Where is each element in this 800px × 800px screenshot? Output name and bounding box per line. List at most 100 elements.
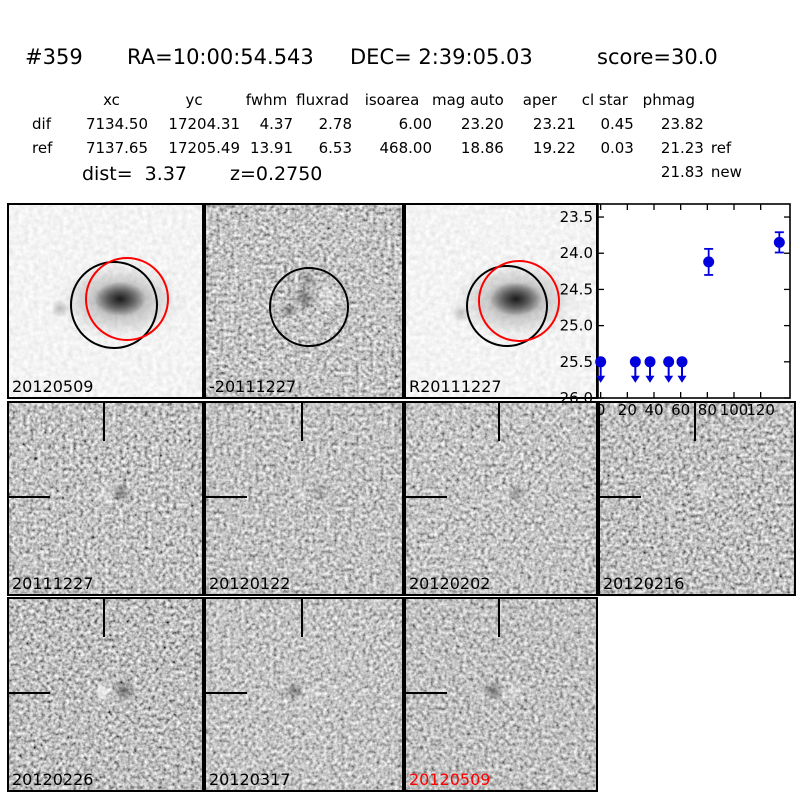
row-label: dif (32, 115, 51, 133)
cutout-reference: R20111227 (404, 203, 598, 399)
col-phmag: phmag (642, 91, 696, 109)
svg-text:25.0: 25.0 (560, 317, 593, 335)
cutout-epoch-20120317: 20120317 (204, 597, 404, 792)
cutout-label-highlighted: 20120509 (409, 770, 491, 790)
col-isoarea: isoarea (364, 91, 420, 109)
col-cl-star: cl star (581, 91, 628, 109)
cutout-epoch-20120226: 20120226 (7, 597, 204, 792)
crosshair-top-tick (102, 403, 105, 441)
svg-text:25.5: 25.5 (560, 353, 593, 371)
svg-text:24.0: 24.0 (560, 244, 593, 262)
cutout-label: 20120216 (603, 574, 685, 594)
dif-yc: 17204.31 (168, 115, 240, 133)
ref-cl-star: 0.03 (600, 139, 634, 157)
crosshair-left-tick (206, 495, 247, 498)
score-value: score=30.0 (597, 45, 718, 69)
crosshair-top-tick (301, 403, 303, 441)
col-xc: xc (103, 91, 120, 109)
photometry-table: xc yc fwhm fluxrad isoarea mag auto aper… (32, 88, 756, 184)
candidate-id: #359 (25, 45, 83, 69)
svg-text:0: 0 (596, 401, 606, 419)
ref-yc: 17205.49 (168, 139, 240, 157)
row-label: ref (32, 139, 53, 157)
dif-suffix (704, 112, 756, 136)
svg-text:20: 20 (618, 401, 637, 419)
noise-texture (406, 403, 596, 594)
svg-text:40: 40 (644, 401, 663, 419)
reference-circle-red (478, 260, 560, 342)
transient-spot (9, 403, 202, 594)
cutout-new-image: 20120509 (7, 203, 204, 399)
noise-texture (206, 403, 402, 594)
ref-phmag: 21.23 (660, 139, 704, 157)
transient-spot (206, 403, 402, 594)
crosshair-left-tick (406, 495, 447, 498)
svg-text:120: 120 (746, 401, 775, 419)
cutout-label: 20120226 (12, 770, 94, 790)
ref-isoarea: 468.00 (379, 139, 433, 157)
cutout-label: -20111227 (209, 377, 297, 397)
cutout-epoch-20120202: 20120202 (404, 401, 598, 596)
table-header-row: xc yc fwhm fluxrad isoarea mag auto aper… (32, 88, 756, 112)
transient-spot (406, 403, 596, 594)
ra-value: RA=10:00:54.543 (127, 45, 314, 69)
table-row-new-phmag: 21.83 new (32, 160, 756, 184)
dif-cl-star: 0.45 (600, 115, 634, 133)
transient-spot (406, 599, 596, 790)
transient-spot (206, 599, 402, 790)
cutout-epoch-20120509: 20120509 (404, 597, 598, 792)
crosshair-top-tick (301, 599, 303, 637)
aperture-circle-black (269, 267, 349, 347)
cutout-epoch-20111227: 20111227 (7, 401, 204, 596)
transient-spot (600, 403, 794, 594)
cutout-difference-neg: -20111227 (204, 203, 404, 399)
ref-fwhm: 13.91 (250, 139, 293, 157)
cutout-label: 20120122 (209, 574, 291, 594)
col-aper: aper (522, 91, 557, 109)
ref-aper: 19.22 (532, 139, 576, 157)
ref-xc: 7137.65 (85, 139, 148, 157)
svg-text:100: 100 (720, 401, 749, 419)
crosshair-left-tick (600, 495, 641, 498)
cutout-label: 20111227 (12, 574, 94, 594)
new-suffix: new (710, 163, 742, 181)
table-row-ref: ref 7137.65 17205.49 13.91 6.53 468.00 1… (32, 136, 756, 160)
svg-text:60: 60 (671, 401, 690, 419)
col-mag-auto: mag auto (432, 91, 504, 109)
redshift-value: z=0.2750 (230, 163, 323, 185)
table-row-dif: dif 7134.50 17204.31 4.37 2.78 6.00 23.2… (32, 112, 756, 136)
ref-fluxrad: 6.53 (318, 139, 352, 157)
dist-value: dist= 3.37 (82, 163, 187, 185)
cutout-label: 20120509 (12, 377, 94, 397)
crosshair-top-tick (694, 403, 696, 441)
svg-text:26.0: 26.0 (560, 389, 593, 407)
crosshair-top-tick (102, 599, 105, 637)
dif-fluxrad: 2.78 (318, 115, 352, 133)
ref-mag-auto: 18.86 (460, 139, 504, 157)
dif-isoarea: 6.00 (398, 115, 432, 133)
svg-text:24.5: 24.5 (560, 280, 593, 298)
dif-mag-auto: 23.20 (460, 115, 504, 133)
svg-text:23.5: 23.5 (560, 208, 593, 226)
dec-value: DEC= 2:39:05.03 (350, 45, 533, 69)
dif-phmag: 23.82 (660, 115, 704, 133)
crosshair-left-tick (9, 691, 50, 694)
noise-texture (206, 599, 402, 790)
cutout-epoch-20120122: 20120122 (204, 401, 404, 596)
svg-text:80: 80 (698, 401, 717, 419)
col-fwhm: fwhm (245, 91, 288, 109)
crosshair-top-tick (498, 599, 500, 637)
cutout-label: 20120317 (209, 770, 291, 790)
new-phmag: 21.83 (660, 163, 704, 181)
cutout-label: 20120202 (409, 574, 491, 594)
crosshair-top-tick (498, 403, 500, 441)
dif-fwhm: 4.37 (259, 115, 293, 133)
dif-aper: 23.21 (532, 115, 576, 133)
col-fluxrad: fluxrad (296, 91, 349, 109)
crosshair-left-tick (9, 495, 50, 498)
cutout-epoch-20120216: 20120216 (598, 401, 796, 596)
reference-circle-red (85, 257, 169, 341)
crosshair-left-tick (206, 691, 247, 694)
